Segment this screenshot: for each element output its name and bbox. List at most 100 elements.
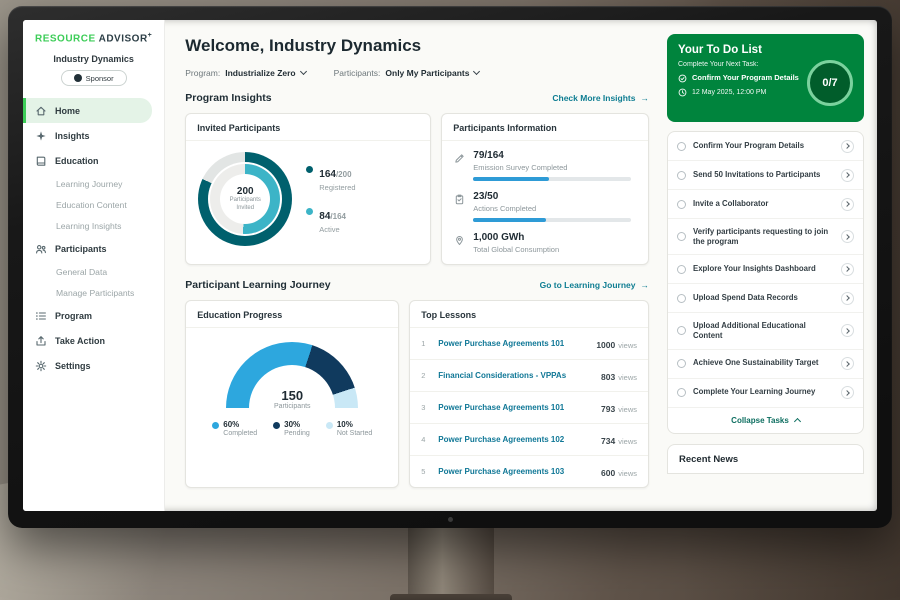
- sidebar-item-general-data[interactable]: General Data: [56, 266, 108, 277]
- legend-dot: [306, 208, 314, 215]
- participants-select[interactable]: Only My Participants: [385, 67, 481, 78]
- actions-completed-row: 23/50 Actions Completed: [454, 191, 636, 222]
- task-chevron-icon[interactable]: [841, 230, 854, 244]
- sponsor-badge[interactable]: Sponsor: [60, 70, 127, 87]
- task-checkbox[interactable]: [677, 199, 686, 209]
- people-icon: [35, 243, 47, 255]
- legend-dot: [273, 422, 281, 429]
- task-checkbox[interactable]: [677, 141, 686, 151]
- chevron-up-icon: [793, 417, 801, 426]
- todo-subtitle: Complete Your Next Task:: [678, 61, 759, 68]
- insights-cards-row: Invited Participants 200 Participants In…: [185, 113, 649, 265]
- sidebar-item-home[interactable]: Home: [23, 98, 153, 124]
- todo-title: Your To Do List: [678, 44, 762, 56]
- sidebar-item-manage-participants[interactable]: Manage Participants: [56, 287, 135, 298]
- clipboard-icon: [454, 192, 465, 222]
- task-chevron-icon[interactable]: [841, 357, 854, 370]
- lesson-row[interactable]: 3 Power Purchase Agreements 101 793 views: [410, 392, 648, 424]
- sidebar-item-education[interactable]: Education: [23, 148, 164, 173]
- todo-task[interactable]: Upload Spend Data Records: [668, 284, 863, 314]
- todo-task[interactable]: Verify participants requesting to join t…: [668, 219, 863, 256]
- sidebar-item-learning-journey[interactable]: Learning Journey: [56, 178, 123, 189]
- education-progress-gauge: 150 Participants: [226, 342, 359, 410]
- sidebar-item-insights[interactable]: Insights: [23, 123, 164, 148]
- monitor-logo: [448, 517, 453, 522]
- todo-task[interactable]: Invite a Collaborator: [668, 190, 863, 219]
- dashboard-screen: RESOURCE ADVISOR+ Industry Dynamics Spon…: [23, 20, 877, 511]
- sidebar: RESOURCE ADVISOR+ Industry Dynamics Spon…: [23, 20, 166, 511]
- task-chevron-icon[interactable]: [841, 291, 854, 305]
- todo-task[interactable]: Complete Your Learning Journey: [668, 379, 863, 408]
- task-chevron-icon[interactable]: [841, 262, 854, 276]
- legend-not-started: 10% Not Started: [325, 420, 372, 437]
- progress-bar: [473, 177, 632, 181]
- emission-survey-row: 79/164 Emission Survey Completed: [454, 150, 636, 181]
- todo-task[interactable]: Achieve One Sustainability Target: [668, 350, 863, 379]
- todo-progress-ring: 0/7: [807, 60, 853, 106]
- task-checkbox[interactable]: [677, 388, 686, 397]
- map-pin-icon: [454, 233, 465, 254]
- sidebar-item-settings[interactable]: Settings: [23, 353, 164, 378]
- task-chevron-icon[interactable]: [841, 197, 854, 211]
- arrow-right-icon: →: [640, 280, 650, 290]
- program-select[interactable]: Industrialize Zero: [225, 67, 307, 78]
- sidebar-item-education-content[interactable]: Education Content: [56, 199, 127, 210]
- sidebar-item-take-action[interactable]: Take Action: [23, 328, 164, 353]
- task-checkbox[interactable]: [677, 170, 686, 180]
- invited-participants-card: Invited Participants 200 Participants In…: [185, 113, 432, 265]
- legend-active: 84/164 Active: [306, 206, 355, 234]
- lesson-link[interactable]: Power Purchase Agreements 102: [438, 435, 565, 444]
- lesson-link[interactable]: Power Purchase Agreements 103: [438, 467, 565, 476]
- collapse-tasks-button[interactable]: Collapse Tasks: [668, 408, 863, 433]
- arrow-right-icon: →: [640, 93, 650, 103]
- survey-icon: [454, 151, 465, 181]
- recent-news-title: Recent News: [679, 453, 739, 465]
- todo-task[interactable]: Send 50 Invitations to Participants: [668, 161, 863, 190]
- go-to-learning-journey-link[interactable]: Go to Learning Journey →: [539, 280, 650, 290]
- task-checkbox[interactable]: [677, 359, 686, 368]
- sidebar-item-program[interactable]: Program: [23, 303, 164, 328]
- todo-task[interactable]: Explore Your Insights Dashboard: [668, 255, 863, 285]
- lesson-row[interactable]: 1 Power Purchase Agreements 101 1000 view…: [410, 328, 648, 360]
- task-checkbox[interactable]: [677, 326, 686, 336]
- lesson-link[interactable]: Financial Considerations - VPPAs: [438, 371, 567, 380]
- task-chevron-icon[interactable]: [841, 386, 854, 399]
- filter-bar: Program: Industrialize Zero Participants…: [185, 67, 649, 78]
- todo-task[interactable]: Upload Additional Educational Content: [668, 313, 863, 350]
- task-chevron-icon[interactable]: [841, 139, 854, 153]
- monitor: RESOURCE ADVISOR+ Industry Dynamics Spon…: [8, 6, 892, 528]
- sidebar-item-participants[interactable]: Participants: [23, 236, 164, 261]
- legend-pending: 30% Pending: [273, 420, 310, 437]
- task-chevron-icon[interactable]: [841, 168, 854, 182]
- section-title: Program Insights: [185, 92, 272, 104]
- check-more-insights-link[interactable]: Check More Insights →: [552, 93, 649, 103]
- todo-panel: Your To Do List Complete Your Next Task:…: [663, 20, 877, 511]
- donut-center-value: 200: [236, 186, 254, 197]
- todo-next-task: Confirm Your Program Details: [678, 73, 806, 83]
- app-logo: RESOURCE ADVISOR+: [23, 32, 164, 52]
- lesson-link[interactable]: Power Purchase Agreements 101: [438, 403, 565, 412]
- gauge-legend: 60% Completed 30% Pending 10% Not Starte…: [212, 420, 372, 437]
- home-icon: [35, 105, 47, 117]
- invited-donut-chart: 200 Participants Invited: [198, 152, 293, 246]
- lesson-row[interactable]: 2 Financial Considerations - VPPAs 803 vi…: [410, 360, 648, 392]
- lesson-row[interactable]: 5 Power Purchase Agreements 103 600 views: [421, 467, 637, 478]
- todo-task[interactable]: Confirm Your Program Details: [668, 132, 863, 161]
- main-content: Welcome, Industry Dynamics Program: Indu…: [165, 20, 663, 511]
- lesson-link[interactable]: Power Purchase Agreements 101: [438, 339, 565, 348]
- lesson-row[interactable]: 4 Power Purchase Agreements 102 734 views: [410, 424, 648, 456]
- task-checkbox[interactable]: [677, 232, 686, 242]
- task-chevron-icon[interactable]: [841, 324, 854, 338]
- sidebar-item-learning-insights[interactable]: Learning Insights: [56, 220, 122, 231]
- participants-information-card: Participants Information 79/164 Emission…: [441, 113, 649, 265]
- insights-icon: [35, 130, 47, 142]
- sidebar-nav: Home Insights Education Learning Journey…: [23, 98, 164, 378]
- sponsor-label: Sponsor: [85, 73, 114, 83]
- task-checkbox[interactable]: [677, 264, 686, 274]
- chevron-down-icon: [473, 67, 481, 76]
- todo-task-list: Confirm Your Program Details Send 50 Inv…: [667, 131, 864, 434]
- gear-icon: [35, 360, 47, 372]
- task-checkbox[interactable]: [677, 293, 686, 303]
- section-title: Participant Learning Journey: [185, 279, 331, 291]
